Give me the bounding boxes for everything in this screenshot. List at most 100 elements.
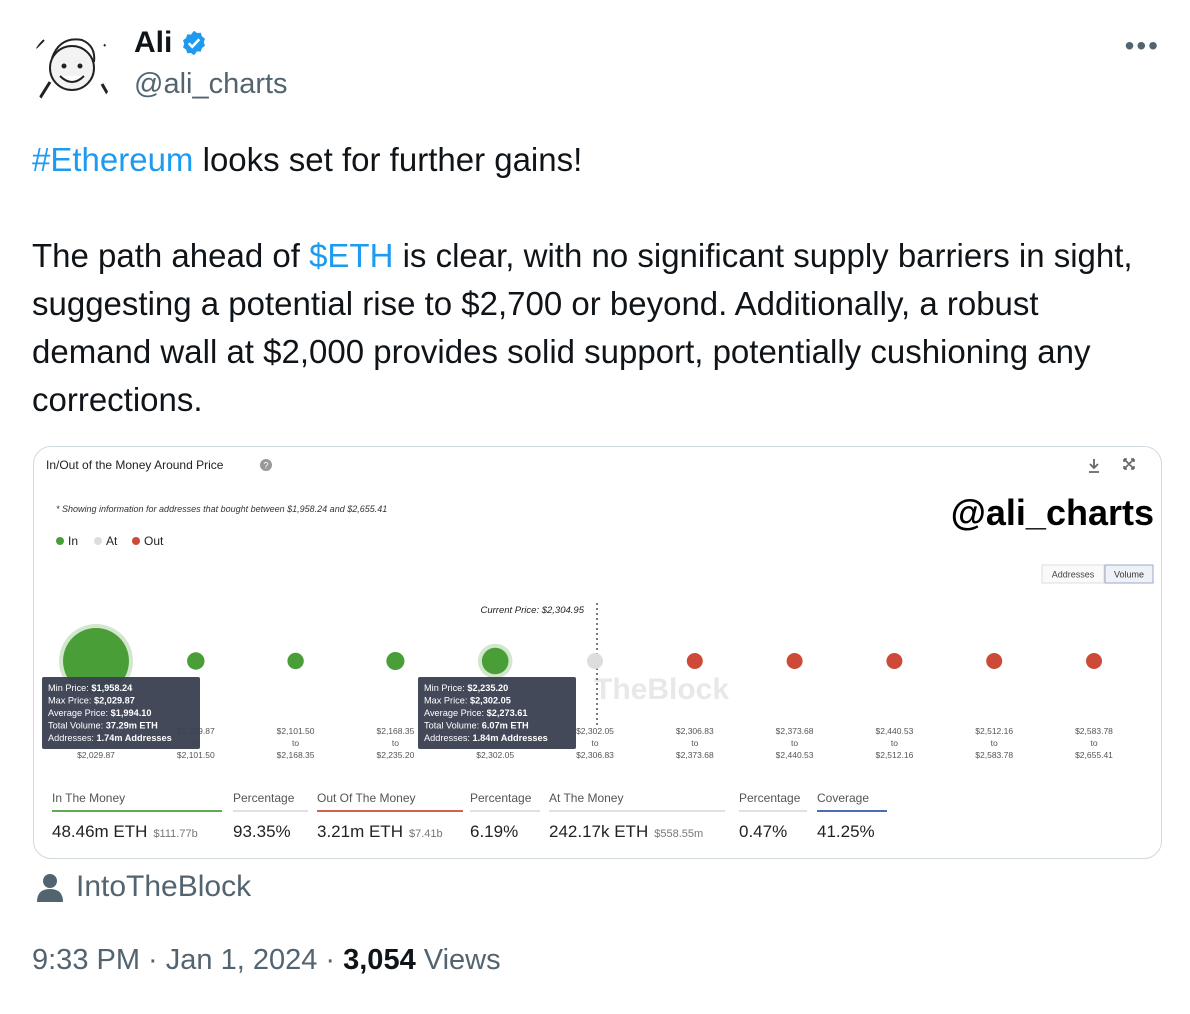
stat-label-5: Percentage xyxy=(739,791,801,805)
legend-label-in: In xyxy=(68,534,78,548)
stat-value-5: 0.47% xyxy=(739,822,787,841)
range-from-7: $2,373.68 xyxy=(776,726,814,736)
cashtag-link[interactable]: $ETH xyxy=(309,237,394,274)
bubble-series xyxy=(59,624,1102,698)
stat-2: Out Of The Money 3.21m ETH $7.41b xyxy=(317,791,463,841)
chart-legend: In At Out xyxy=(56,534,164,548)
range-from-10: $2,583.78 xyxy=(1075,726,1113,736)
tweet-p2-start: The path ahead of xyxy=(32,237,310,274)
range-label-7: $2,373.68 to $2,440.53 xyxy=(776,726,814,760)
stat-3: Percentage 6.19% xyxy=(470,791,540,841)
author-name-row[interactable]: Ali xyxy=(134,26,208,60)
range-label-6: $2,306.83 to $2,373.68 xyxy=(676,726,714,760)
tweet-meta: 9:33 PM · Jan 1, 2024 · 3,054 Views xyxy=(32,944,501,977)
stat-value-2: 3.21m ETH $7.41b xyxy=(317,822,443,841)
range-from-2: $2,101.50 xyxy=(277,726,315,736)
price-range-labels: $1,958.24to$2,029.87$2,029.87to$2,101.50… xyxy=(77,726,1113,760)
range-to-word-8: to xyxy=(891,738,898,748)
toggle-addresses[interactable]: Addresses xyxy=(1052,570,1095,580)
range-to-1: $2,101.50 xyxy=(177,750,215,760)
stat-4: At The Money 242.17k ETH $558.55m xyxy=(549,791,725,841)
svg-text:?: ? xyxy=(263,461,268,471)
range-to-4: $2,302.05 xyxy=(476,750,514,760)
tooltip-2-line-1: Max Price: $2,302.05 xyxy=(424,696,511,706)
tooltip-1-line-2: Average Price: $1,994.10 xyxy=(48,708,152,718)
expand-icon[interactable] xyxy=(1123,458,1135,470)
tweet-line-1: looks set for further gains! xyxy=(193,141,583,178)
chart-image-card[interactable]: In/Out of the Money Around Price ? * Sho… xyxy=(33,446,1162,859)
views-label: Views xyxy=(415,944,501,976)
range-to-word-3: to xyxy=(392,738,399,748)
bubble-3[interactable] xyxy=(386,651,405,671)
bubble-10[interactable] xyxy=(1086,653,1102,669)
author-handle[interactable]: @ali_charts xyxy=(134,68,288,100)
current-price-label: Current Price: $2,304.95 xyxy=(480,605,584,616)
download-icon[interactable] xyxy=(1089,459,1099,473)
range-label-9: $2,512.16 to $2,583.78 xyxy=(975,726,1013,760)
bubble-6[interactable] xyxy=(686,652,703,670)
range-label-3: $2,168.35 to $2,235.20 xyxy=(376,726,414,760)
range-from-6: $2,306.83 xyxy=(676,726,714,736)
stat-1: Percentage 93.35% xyxy=(233,791,308,841)
stat-6: Coverage 41.25% xyxy=(817,791,887,841)
tweet-timestamp[interactable]: 9:33 PM · Jan 1, 2024 · xyxy=(32,944,344,976)
tooltips: Min Price: $1,958.24 Max Price: $2,029.87… xyxy=(42,677,576,749)
range-to-2: $2,168.35 xyxy=(277,750,315,760)
range-to-7: $2,440.53 xyxy=(776,750,814,760)
hashtag-link[interactable]: #Ethereum xyxy=(32,141,194,178)
bubble-9[interactable] xyxy=(986,653,1003,669)
range-to-word-6: to xyxy=(691,738,698,748)
range-to-word-7: to xyxy=(791,738,798,748)
tooltip-2-line-0: Min Price: $2,235.20 xyxy=(424,683,508,693)
range-from-9: $2,512.16 xyxy=(975,726,1013,736)
tooltip-2: Min Price: $2,235.20 Max Price: $2,302.05… xyxy=(418,677,576,749)
image-source[interactable]: IntoTheBlock xyxy=(36,870,251,904)
tweet-p2-rest: is clear, with no significant supply bar… xyxy=(32,237,1133,418)
bubble-8[interactable] xyxy=(886,653,903,669)
range-to-word-2: to xyxy=(292,738,299,748)
tooltip-bg-2 xyxy=(418,677,576,749)
stat-label-6: Coverage xyxy=(817,791,869,805)
range-to-10: $2,655.41 xyxy=(1075,750,1113,760)
bubble-1[interactable] xyxy=(187,652,205,670)
bubble-7[interactable] xyxy=(786,653,803,669)
chart-title: In/Out of the Money Around Price xyxy=(46,458,224,472)
view-toggle: Addresses Volume xyxy=(1041,564,1154,584)
legend-dot-in xyxy=(56,537,64,545)
author-name[interactable]: Ali xyxy=(134,26,173,59)
stat-value-4: 242.17k ETH $558.55m xyxy=(549,822,703,841)
stat-label-3: Percentage xyxy=(470,791,532,805)
tooltip-1-line-4: Addresses: 1.74m Addresses xyxy=(48,733,172,743)
legend-label-out: Out xyxy=(144,534,164,548)
range-to-6: $2,373.68 xyxy=(676,750,714,760)
more-dots-icon[interactable]: ••• xyxy=(1124,30,1160,61)
range-to-0: $2,029.87 xyxy=(77,750,115,760)
range-from-5: $2,302.05 xyxy=(576,726,614,736)
stat-0: In The Money 48.46m ETH $111.77b xyxy=(52,791,222,841)
tooltip-2-line-2: Average Price: $2,273.61 xyxy=(424,708,528,718)
view-count: 3,054 xyxy=(343,944,416,976)
bubble-5[interactable] xyxy=(587,653,603,669)
in-out-money-chart: In/Out of the Money Around Price ? * Sho… xyxy=(42,458,1154,841)
bubble-2[interactable] xyxy=(287,652,304,670)
toggle-volume[interactable]: Volume xyxy=(1114,570,1144,580)
range-to-5: $2,306.83 xyxy=(576,750,614,760)
tooltip-2-line-4: Addresses: 1.84m Addresses xyxy=(424,733,548,743)
range-to-word-9: to xyxy=(991,738,998,748)
verified-badge-icon xyxy=(183,30,206,56)
legend-dot-out xyxy=(132,537,140,545)
range-to-3: $2,235.20 xyxy=(376,750,414,760)
avatar-illustration xyxy=(35,37,113,99)
tooltip-1-line-1: Max Price: $2,029.87 xyxy=(48,696,135,706)
range-from-8: $2,440.53 xyxy=(875,726,913,736)
bubble-4[interactable] xyxy=(481,647,509,675)
tooltip-bg-1 xyxy=(42,677,200,749)
legend-label-at: At xyxy=(106,534,118,548)
legend-dot-at xyxy=(94,537,102,545)
stat-label-4: At The Money xyxy=(549,791,623,805)
stat-value-0: 48.46m ETH $111.77b xyxy=(52,822,198,841)
help-icon[interactable]: ? xyxy=(260,459,272,471)
range-from-3: $2,168.35 xyxy=(376,726,414,736)
tooltip-1-line-0: Min Price: $1,958.24 xyxy=(48,683,133,693)
avatar[interactable] xyxy=(30,28,114,112)
